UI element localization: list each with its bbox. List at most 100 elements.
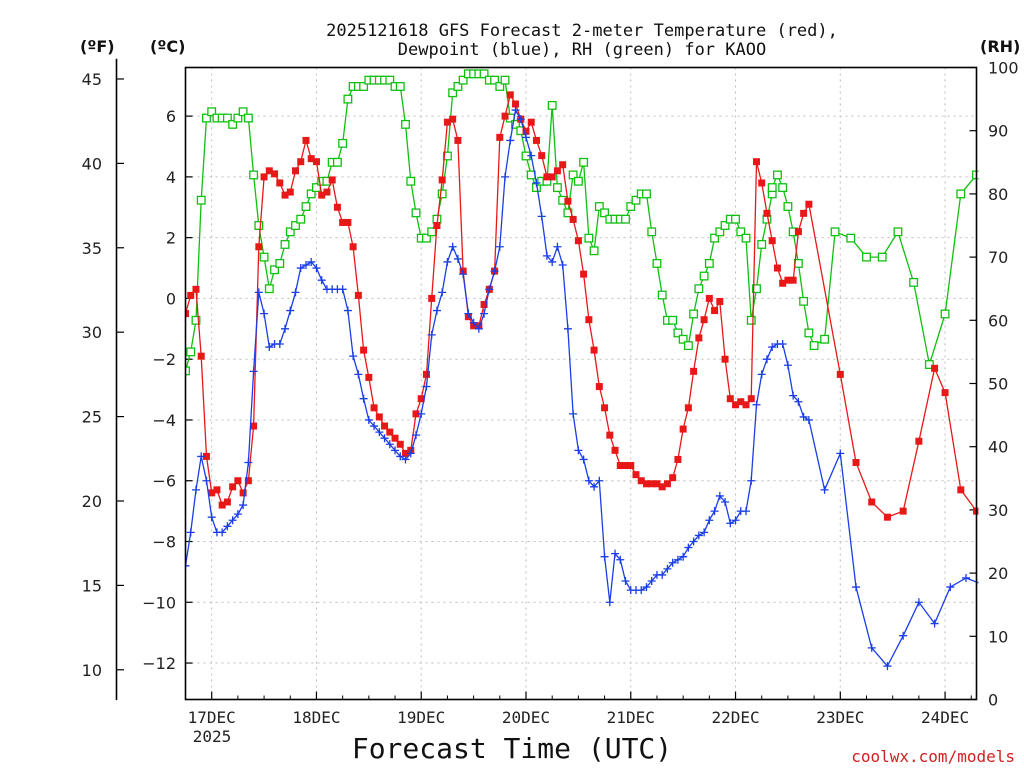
temperature-point (805, 200, 813, 208)
dewpoint-point (783, 361, 792, 370)
temperature-point (789, 276, 797, 284)
fahrenheit-tick-label: 45 (82, 70, 102, 89)
rh-point (720, 221, 730, 230)
time-tick-label: 23DEC (816, 708, 864, 727)
temperature-point (653, 480, 661, 488)
temperature-point (527, 118, 535, 126)
rh-point (809, 341, 819, 351)
dewpoint-point (673, 555, 682, 564)
temperature-point (737, 398, 745, 406)
dewpoint-point (600, 552, 609, 561)
temperature-point (794, 228, 802, 236)
rh-point (893, 227, 903, 237)
dewpoint-point (794, 397, 803, 406)
rh-point (301, 202, 311, 211)
dewpoint-point (799, 412, 808, 421)
celsius-tick-label: −6 (152, 472, 176, 491)
rh-point (689, 309, 699, 319)
temperature-point (559, 161, 567, 169)
dewpoint-point (616, 555, 625, 564)
dewpoint-point (726, 519, 735, 528)
temperature-point (899, 507, 907, 515)
dewpoint-point (291, 288, 300, 297)
rh-point (956, 189, 966, 199)
celsius-tick-label: −12 (142, 654, 176, 673)
temperature-point (286, 188, 294, 196)
dewpoint-point (899, 631, 908, 640)
dewpoint-point (914, 598, 923, 607)
temperature-point (773, 264, 781, 272)
dewpoint-point (191, 485, 200, 494)
dewpoint-point (380, 434, 389, 443)
temperature-point (522, 127, 530, 135)
dewpoint-point (574, 446, 583, 455)
rh-point (741, 233, 751, 243)
rh-point (453, 82, 463, 91)
fahrenheit-axis: 45 40 35 30 25 20 15 10 (82, 58, 124, 701)
dewpoint-point (721, 498, 730, 506)
rh-point (673, 328, 683, 338)
temperature-series (185, 91, 979, 521)
temperature-point (852, 459, 860, 466)
rh-unit-label: (RH) (980, 37, 1020, 56)
temperature-point (590, 346, 598, 354)
temperature-point (684, 404, 692, 412)
temperature-point (585, 316, 593, 324)
dewpoint-point (422, 382, 431, 391)
dewpoint-point (185, 561, 190, 570)
rh-point (600, 208, 610, 218)
rh-point (458, 75, 468, 85)
temperature-point (580, 270, 588, 278)
dewpoint-point (359, 394, 368, 403)
temperature-point (197, 352, 205, 360)
temperature-point (768, 237, 776, 245)
temperature-point (433, 222, 441, 229)
rh-point (264, 284, 274, 294)
temperature-point (265, 167, 273, 175)
rh-series (185, 69, 979, 376)
dewpoint-point (642, 583, 651, 592)
rh-point (757, 240, 767, 249)
dewpoint-point (244, 458, 253, 467)
rh-point (185, 366, 190, 376)
dewpoint-point (260, 309, 269, 318)
rh-point (448, 88, 458, 98)
rh-point (783, 202, 793, 211)
rh-point (422, 233, 431, 243)
temperature-point (501, 112, 509, 120)
temperature-point (784, 276, 792, 284)
rh-point (275, 258, 285, 268)
rh-point (479, 69, 489, 79)
dewpoint-point (647, 577, 656, 585)
rh-line (185, 73, 979, 372)
temperature-point (349, 243, 357, 251)
rh-point (343, 94, 353, 104)
celsius-tick-label: −2 (152, 350, 176, 369)
temperature-point (229, 483, 237, 491)
rh-point (694, 284, 704, 294)
temperature-point (381, 422, 389, 430)
dewpoint-point (883, 662, 892, 671)
time-tick-label: 21DEC (607, 708, 655, 727)
rh-tick-label: 50 (988, 375, 1008, 394)
temperature-point (931, 364, 939, 372)
dewpoint-point (228, 516, 237, 525)
rh-tick-label: 90 (988, 122, 1008, 141)
dewpoint-point (757, 370, 766, 379)
temperature-point (721, 355, 729, 363)
rh-tick-label: 30 (988, 501, 1008, 520)
dewpoint-point (506, 136, 515, 145)
rh-point (552, 183, 562, 193)
dewpoint-point (605, 598, 614, 607)
temperature-point (574, 237, 582, 245)
dewpoint-point (307, 257, 316, 266)
rh-point (647, 227, 657, 237)
fahrenheit-unit-label: (ºF) (80, 37, 115, 56)
dewpoint-point (469, 318, 478, 327)
dewpoint-point (553, 242, 562, 251)
rh-point (191, 315, 201, 325)
fahrenheit-tick-label: 30 (82, 323, 102, 342)
dewpoint-point (710, 507, 719, 516)
dewpoint-point (223, 522, 232, 531)
dewpoint-point (186, 528, 195, 537)
